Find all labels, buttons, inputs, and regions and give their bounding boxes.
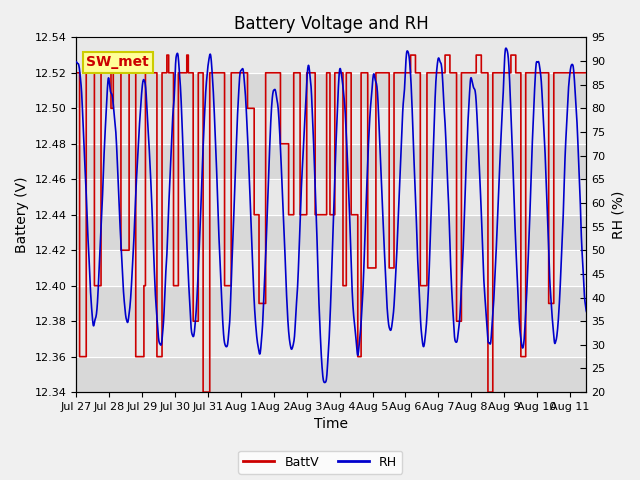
Bar — [76, 144, 586, 179]
X-axis label: Time: Time — [314, 418, 348, 432]
Bar — [76, 321, 586, 357]
Y-axis label: RH (%): RH (%) — [611, 191, 625, 239]
Bar — [76, 73, 586, 108]
Title: Battery Voltage and RH: Battery Voltage and RH — [234, 15, 429, 33]
Bar — [76, 286, 586, 321]
Bar — [76, 215, 586, 250]
Y-axis label: Battery (V): Battery (V) — [15, 177, 29, 253]
Bar — [76, 37, 586, 73]
Legend: BattV, RH: BattV, RH — [238, 451, 402, 474]
Bar — [76, 179, 586, 215]
Bar — [76, 250, 586, 286]
Text: SW_met: SW_met — [86, 55, 149, 69]
Bar — [76, 108, 586, 144]
Bar — [76, 357, 586, 392]
